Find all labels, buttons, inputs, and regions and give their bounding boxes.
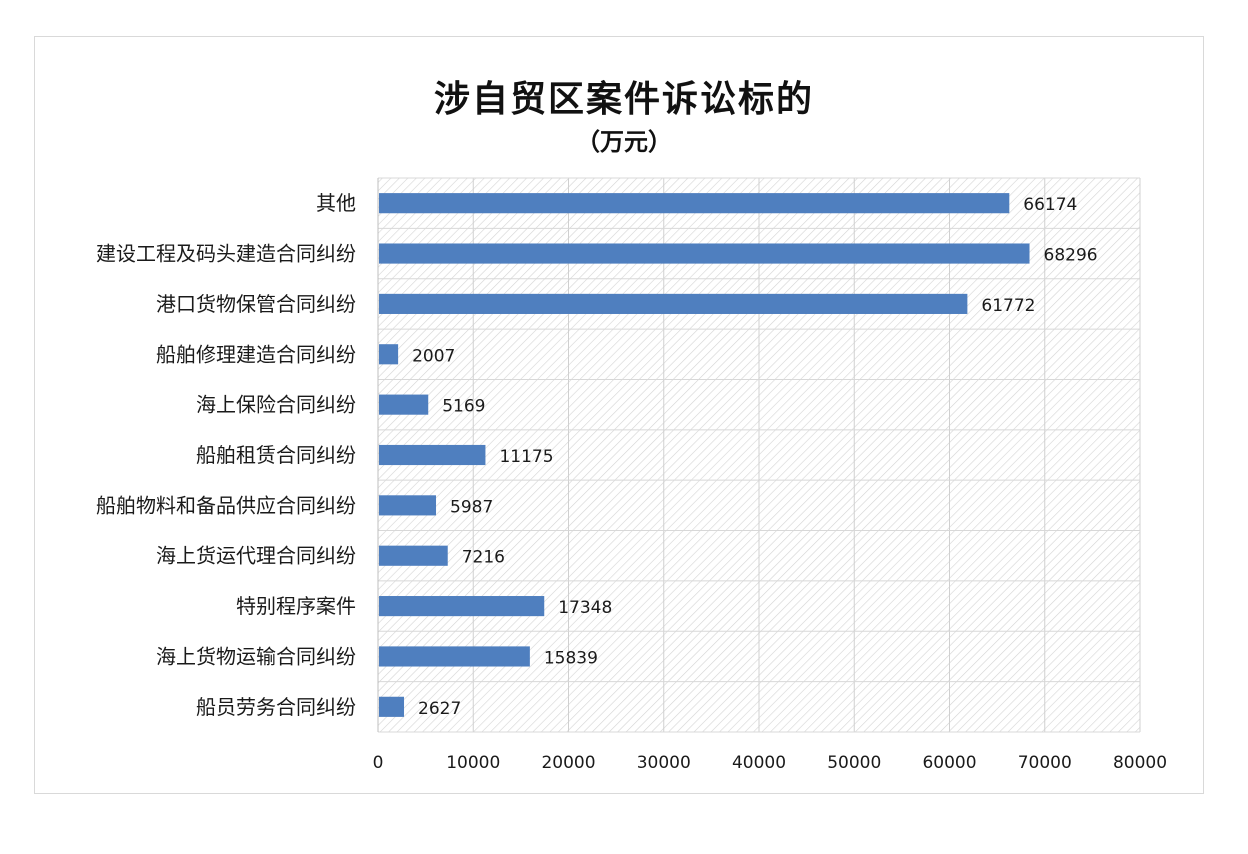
x-tick-label: 50000: [827, 753, 881, 773]
data-label: 61772: [981, 296, 1035, 316]
chart-subtitle: （万元）: [576, 127, 672, 156]
data-label: 2007: [412, 346, 455, 366]
category-label: 海上货运代理合同纠纷: [156, 544, 356, 568]
data-label: 11175: [499, 447, 553, 467]
data-label: 66174: [1023, 195, 1077, 215]
bar: [379, 293, 968, 314]
x-tick-label: 20000: [541, 753, 595, 773]
x-tick-label: 0: [373, 753, 384, 773]
bar: [379, 696, 405, 717]
data-label: 17348: [558, 598, 612, 618]
category-label: 船舶租赁合同纠纷: [196, 443, 356, 467]
x-tick-label: 40000: [732, 753, 786, 773]
category-label: 船舶物料和备品供应合同纠纷: [96, 493, 356, 517]
data-label: 5987: [450, 497, 493, 517]
x-tick-label: 80000: [1113, 753, 1167, 773]
x-tick-label: 10000: [446, 753, 500, 773]
bar: [379, 243, 1030, 264]
category-label: 海上保险合同纠纷: [196, 393, 356, 417]
bar: [379, 444, 486, 466]
x-tick-label: 60000: [922, 753, 976, 773]
data-label: 68296: [1044, 246, 1098, 266]
bar: [379, 545, 448, 566]
chart-title: 涉自贸区案件诉讼标的: [433, 78, 814, 120]
category-label: 其他: [316, 191, 356, 215]
data-label: 5169: [442, 397, 485, 417]
category-label: 港口货物保管合同纠纷: [156, 292, 356, 316]
data-label: 7216: [462, 548, 505, 568]
category-label: 船舶修理建造合同纠纷: [156, 342, 356, 366]
x-tick-label: 30000: [637, 753, 691, 773]
bar: [379, 394, 429, 415]
category-label: 船员劳务合同纠纷: [196, 695, 356, 719]
category-label: 海上货物运输合同纠纷: [156, 644, 356, 668]
bar: [379, 596, 545, 617]
bar: [379, 495, 437, 516]
bar: [379, 344, 399, 365]
bar: [379, 193, 1010, 214]
category-label: 建设工程及码头建造合同纠纷: [96, 242, 356, 266]
x-tick-label: 70000: [1018, 753, 1072, 773]
category-label: 特别程序案件: [236, 594, 356, 618]
data-label: 15839: [544, 648, 598, 668]
data-label: 2627: [418, 699, 461, 719]
bar: [379, 646, 530, 667]
